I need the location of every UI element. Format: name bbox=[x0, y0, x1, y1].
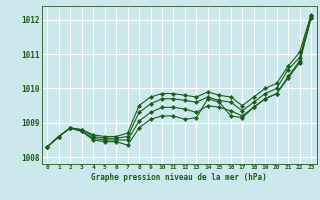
X-axis label: Graphe pression niveau de la mer (hPa): Graphe pression niveau de la mer (hPa) bbox=[91, 173, 267, 182]
